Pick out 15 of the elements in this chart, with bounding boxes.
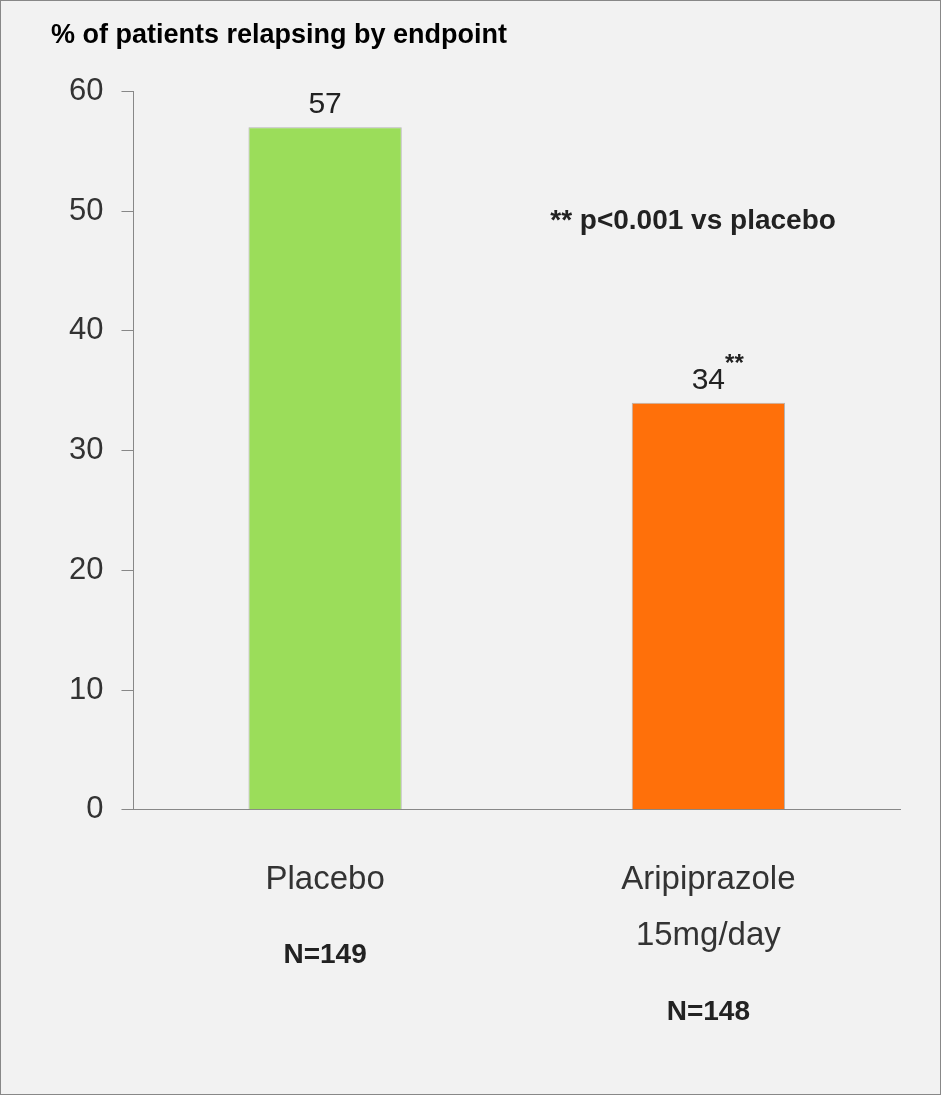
y-tick-label: 30: [69, 431, 104, 467]
text: N=149: [283, 937, 367, 969]
annotation: ** p<0.001 vs placebo: [550, 204, 836, 236]
y-tick-label: 50: [69, 191, 104, 227]
x-tick-label: Placebo: [265, 858, 385, 896]
y-tick-label: 40: [69, 311, 104, 347]
y-tick-label: 0: [86, 790, 104, 826]
chart-title: % of patients relapsing by endpoint: [51, 18, 508, 49]
y-tick-label: 10: [69, 670, 104, 706]
x-tick-label: Aripiprazole 15mg/day: [621, 858, 796, 953]
text: N=148: [666, 994, 751, 1026]
y-tick-label: 60: [69, 71, 104, 107]
y-tick-label: 20: [69, 550, 104, 586]
data-label: 57: [308, 86, 342, 120]
data-label: 34**: [691, 348, 745, 395]
